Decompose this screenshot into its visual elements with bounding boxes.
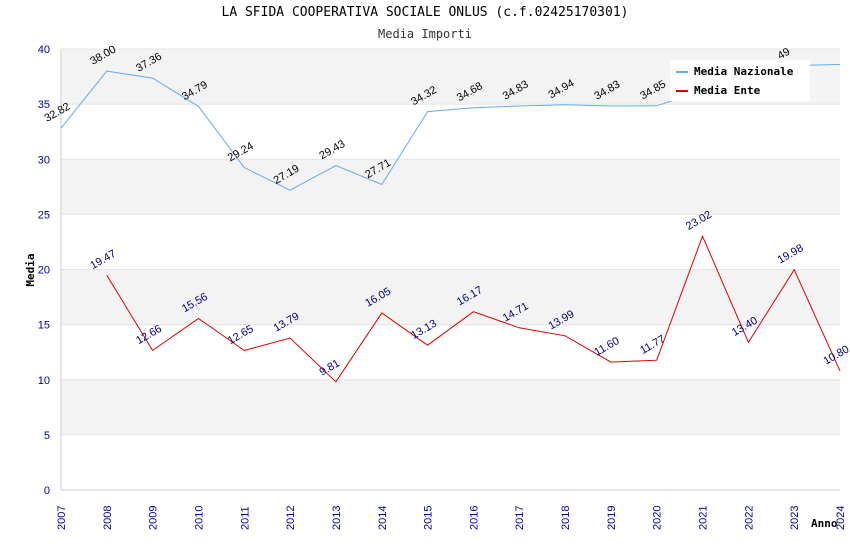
legend: Media Nazionale Media Ente [670, 60, 810, 101]
grid-band [61, 214, 840, 270]
series-line-ente [106, 234, 841, 383]
grid-band [61, 104, 840, 160]
x-tick-label: 2019 [606, 506, 618, 530]
x-axis-label: Anno [811, 517, 838, 530]
x-tick-label: 2011 [239, 506, 251, 530]
grid-lines [61, 48, 840, 491]
y-tick-label: 15 [38, 320, 50, 332]
x-tick-label: 2012 [285, 506, 297, 530]
x-tick-label: 2009 [148, 506, 160, 530]
y-tick-label: 20 [38, 265, 50, 277]
x-tick-label: 2010 [193, 506, 205, 530]
x-tick-label: 2021 [698, 506, 710, 530]
grid-band [61, 159, 840, 215]
x-tick-labels: 2007 2008 2009 2010 2011 2012 2013 2014 2015 2016… [56, 506, 847, 530]
chart-subtitle: Media Importi [378, 27, 472, 41]
y-tick-label: 40 [38, 44, 50, 56]
legend-label-ente: Media Ente [694, 84, 761, 97]
y-tick-label: 30 [38, 154, 50, 166]
x-tick-label: 2015 [423, 506, 435, 530]
x-tick-label: 2024 [835, 506, 847, 530]
x-tick-label: 2008 [102, 506, 114, 530]
grid-band [61, 434, 840, 490]
grid-band [61, 269, 840, 325]
axes [60, 49, 840, 491]
y-tick-label: 0 [44, 485, 50, 497]
data-label: 49 [776, 46, 793, 63]
x-tick-label: 2013 [331, 506, 343, 530]
y-axis-label: Media [24, 253, 37, 286]
chart-title: LA SFIDA COOPERATIVA SOCIALE ONLUS (c.f.… [221, 5, 629, 20]
x-tick-label: 2007 [56, 506, 68, 530]
x-tick-label: 2016 [468, 506, 480, 530]
legend-label-nazionale: Media Nazionale [694, 65, 794, 78]
y-tick-labels: 0 5 10 15 20 25 30 35 40 [38, 44, 50, 497]
grid-band [61, 379, 840, 435]
grid-band [61, 324, 840, 380]
y-tick-label: 35 [38, 99, 50, 111]
y-tick-label: 10 [38, 375, 50, 387]
legend-box [670, 60, 810, 101]
x-tick-label: 2023 [789, 506, 801, 530]
x-tick-label: 2022 [743, 506, 755, 530]
y-tick-label: 5 [44, 430, 50, 442]
x-tick-label: 2017 [514, 506, 526, 530]
x-tick-label: 2014 [377, 506, 389, 530]
grid-bands [61, 49, 840, 490]
x-tick-label: 2020 [652, 506, 664, 530]
x-tick-label: 2018 [560, 506, 572, 530]
y-tick-label: 25 [38, 209, 50, 221]
